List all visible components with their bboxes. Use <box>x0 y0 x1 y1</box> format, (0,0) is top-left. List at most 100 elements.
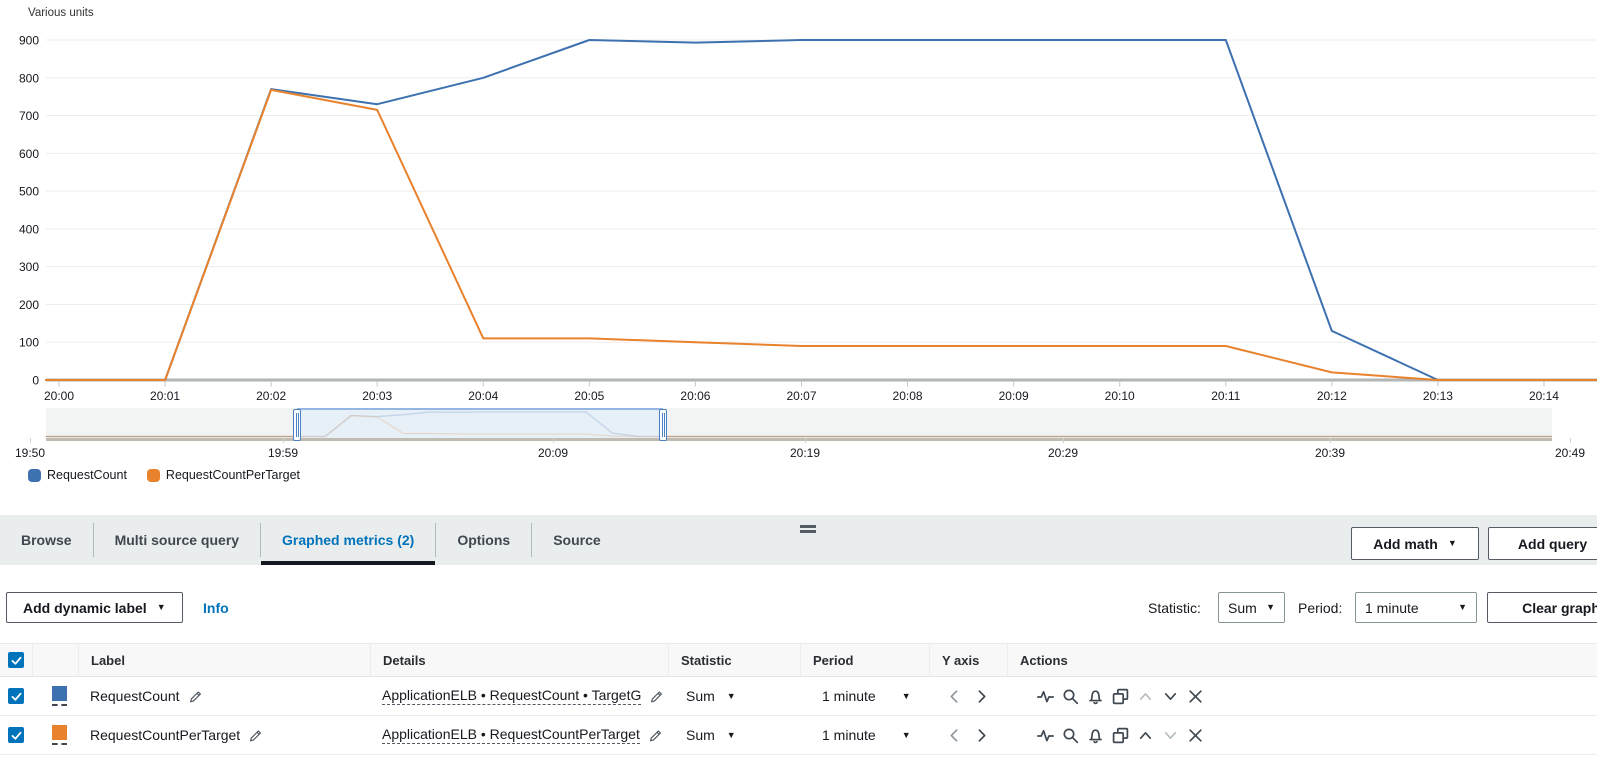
move-up-icon[interactable] <box>1137 727 1154 744</box>
tab-separator <box>260 523 262 557</box>
row-actions-cell <box>1007 716 1597 754</box>
edit-pencil-icon[interactable] <box>188 689 203 704</box>
svg-text:20:06: 20:06 <box>680 389 710 403</box>
row-statistic-dropdown[interactable]: Sum ▼ <box>668 716 800 754</box>
caret-down-icon: ▼ <box>726 690 736 701</box>
select-all-checkbox[interactable] <box>8 652 24 668</box>
alarm-bell-icon[interactable] <box>1087 688 1104 705</box>
caret-down-icon: ▼ <box>901 690 911 701</box>
tab-label: Graphed metrics (2) <box>282 532 415 548</box>
row-checkbox[interactable] <box>8 688 24 704</box>
row-y-axis-cell <box>929 677 1007 715</box>
remove-icon[interactable] <box>1187 688 1204 705</box>
edit-pencil-icon[interactable] <box>248 728 263 743</box>
svg-text:20:00: 20:00 <box>44 389 74 403</box>
add-math-button[interactable]: Add math ▼ <box>1351 527 1479 560</box>
table-row: RequestCountPerTarget ApplicationELB • Re… <box>0 716 1597 755</box>
svg-text:700: 700 <box>19 109 39 123</box>
edit-pencil-icon[interactable] <box>649 689 664 704</box>
svg-text:0: 0 <box>32 374 39 388</box>
timeline-label: 20:39 <box>1314 446 1346 460</box>
duplicate-icon[interactable] <box>1112 727 1129 744</box>
tab-label: Source <box>553 532 601 548</box>
legend-color-swatch <box>146 468 160 482</box>
info-link[interactable]: Info <box>203 600 229 616</box>
svg-text:20:07: 20:07 <box>786 389 816 403</box>
alarm-bell-icon[interactable] <box>1087 727 1104 744</box>
remove-icon[interactable] <box>1187 727 1204 744</box>
duplicate-icon[interactable] <box>1112 688 1129 705</box>
activity-icon[interactable] <box>1037 727 1054 744</box>
chevron-right-icon[interactable] <box>973 727 990 744</box>
brush-handle-left[interactable] <box>293 409 301 441</box>
add-dynamic-label-text: Add dynamic label <box>23 599 147 616</box>
activity-icon[interactable] <box>1037 688 1054 705</box>
svg-text:400: 400 <box>19 222 39 236</box>
tab-options[interactable]: Options <box>436 515 531 565</box>
statistic-field-label: Statistic: <box>1148 600 1201 616</box>
row-period-dropdown[interactable]: 1 minute ▼ <box>800 677 929 715</box>
legend-item-requestcountpertarget[interactable]: RequestCountPerTarget <box>146 468 300 482</box>
edit-pencil-icon[interactable] <box>648 728 663 743</box>
table-body: RequestCount ApplicationELB • RequestCoun… <box>0 677 1597 755</box>
chevron-right-icon[interactable] <box>973 688 990 705</box>
row-checkbox[interactable] <box>8 727 24 743</box>
metrics-line-chart[interactable]: 0 100 200 300 400 500 600 700 800 900 20:00 20:01 20… <box>0 0 1597 406</box>
metric-color-swatch[interactable] <box>52 686 67 706</box>
row-period-dropdown[interactable]: 1 minute ▼ <box>800 716 929 754</box>
tab-browse[interactable]: Browse <box>0 515 93 565</box>
header-label: Label <box>78 644 370 676</box>
tab-separator <box>92 523 94 557</box>
metric-details-link[interactable]: ApplicationELB • RequestCount • TargetG <box>382 687 642 705</box>
panel-resize-handle-icon[interactable] <box>800 525 816 535</box>
statistic-select[interactable]: Sum ▼ <box>1218 592 1285 623</box>
graphed-metrics-table: Label Details Statistic Period Y axis Ac… <box>0 643 1597 755</box>
add-dynamic-label-button[interactable]: Add dynamic label ▼ <box>6 592 183 623</box>
chevron-left-icon[interactable] <box>946 688 963 705</box>
tab-separator <box>531 523 533 557</box>
metric-color-swatch[interactable] <box>52 725 67 745</box>
move-down-icon[interactable] <box>1162 688 1179 705</box>
period-select[interactable]: 1 minute ▼ <box>1355 592 1477 623</box>
svg-text:20:02: 20:02 <box>256 389 286 403</box>
tab-label: Browse <box>21 532 72 548</box>
svg-text:20:14: 20:14 <box>1529 389 1559 403</box>
add-query-label: Add query <box>1517 535 1588 552</box>
tab-source[interactable]: Source <box>532 515 621 565</box>
row-statistic-dropdown[interactable]: Sum ▼ <box>668 677 800 715</box>
timeline-label: 19:50 <box>14 446 46 460</box>
caret-down-icon: ▼ <box>156 602 166 612</box>
row-y-axis-cell <box>929 716 1007 754</box>
chart-legend: RequestCount RequestCountPerTarget <box>28 468 300 482</box>
header-statistic: Statistic <box>668 644 800 676</box>
timeline-tick <box>1063 438 1064 443</box>
add-query-button[interactable]: Add query ▼ <box>1488 527 1597 560</box>
period-value: 1 minute <box>822 688 876 704</box>
chevron-left-icon[interactable] <box>946 727 963 744</box>
legend-item-requestcount[interactable]: RequestCount <box>28 468 127 482</box>
svg-text:20:05: 20:05 <box>574 389 604 403</box>
header-color-cell <box>32 644 78 676</box>
tab-graphed-metrics-2[interactable]: Graphed metrics (2) <box>261 515 436 565</box>
clear-graph-button[interactable]: Clear graph <box>1487 592 1597 623</box>
zoom-icon[interactable] <box>1062 727 1079 744</box>
timeline-tick <box>30 438 31 443</box>
color-swatch-box <box>52 686 67 701</box>
legend-color-swatch <box>28 468 41 482</box>
statistic-value: Sum <box>1228 599 1257 616</box>
svg-text:20:11: 20:11 <box>1211 389 1240 403</box>
brush-handle-right[interactable] <box>659 409 667 441</box>
svg-text:20:09: 20:09 <box>999 389 1029 403</box>
svg-text:300: 300 <box>19 260 39 274</box>
metric-details-link[interactable]: ApplicationELB • RequestCountPerTarget <box>382 726 640 744</box>
timeline-selection[interactable] <box>293 408 667 441</box>
svg-text:200: 200 <box>19 298 39 312</box>
timeline-label: 20:49 <box>1554 446 1586 460</box>
timeline-brush-band[interactable] <box>46 408 1552 441</box>
zoom-icon[interactable] <box>1062 688 1079 705</box>
move-up-icon <box>1137 688 1154 705</box>
tab-multi-source-query[interactable]: Multi source query <box>94 515 260 565</box>
caret-down-icon: ▼ <box>1447 538 1457 548</box>
timeline-label: 20:09 <box>537 446 569 460</box>
